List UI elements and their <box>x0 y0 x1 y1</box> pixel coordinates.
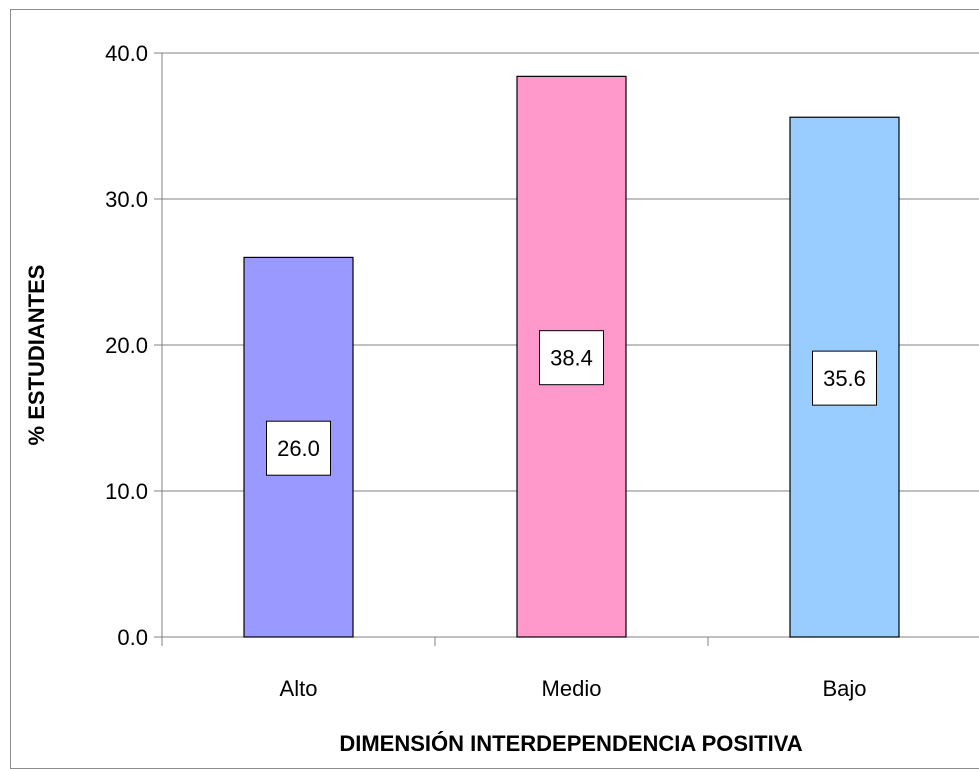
category-label: Alto <box>280 676 318 701</box>
bars <box>243 75 900 638</box>
y-tick-label: 0.0 <box>117 625 148 650</box>
data-label-box <box>266 420 331 476</box>
y-tick-label: 10.0 <box>105 479 148 504</box>
data-label: 38.4 <box>550 346 593 371</box>
y-tick-label: 30.0 <box>105 187 148 212</box>
category-labels: Alto Medio Bajo <box>280 676 867 701</box>
data-label: 26.0 <box>277 436 320 461</box>
x-axis-ticks <box>161 637 709 646</box>
data-label: 35.6 <box>823 366 866 391</box>
data-labels: 26.0 38.4 35.6 <box>266 330 877 476</box>
y-tick-label: 20.0 <box>105 333 148 358</box>
category-label: Bajo <box>822 676 866 701</box>
data-label-box <box>539 330 604 386</box>
data-label-box <box>812 350 877 406</box>
x-axis-title: DIMENSIÓN INTERDEPENDENCIA POSITIVA <box>339 731 802 756</box>
y-axis-ticks: 0.0 10.0 20.0 30.0 40.0 <box>105 41 162 650</box>
category-label: Medio <box>542 676 602 701</box>
y-axis-title: % ESTUDIANTES <box>24 265 49 446</box>
y-tick-label: 40.0 <box>105 41 148 66</box>
